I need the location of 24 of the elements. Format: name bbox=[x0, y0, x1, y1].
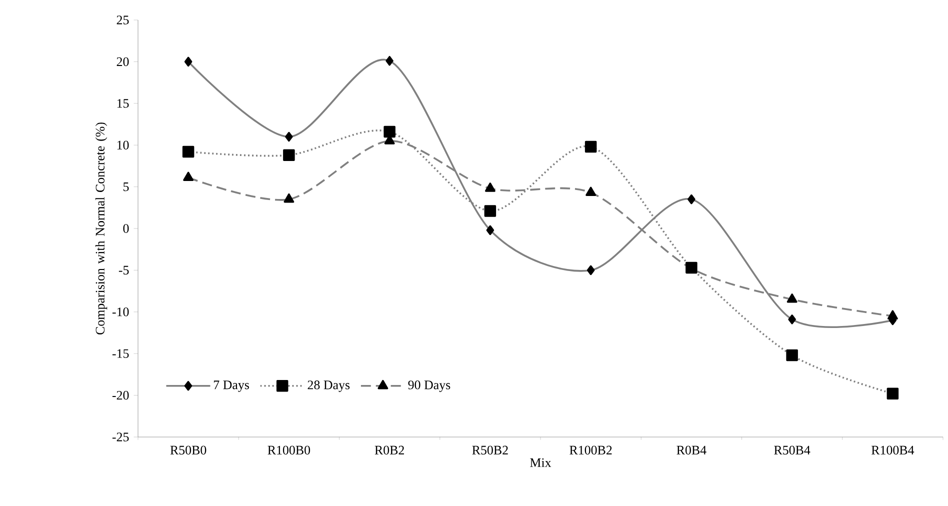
y-tick-label: 0 bbox=[123, 224, 129, 233]
y-tick-label: -5 bbox=[118, 266, 129, 275]
x-axis-title: Mix bbox=[530, 458, 552, 467]
x-tick-label: R50B4 bbox=[774, 446, 810, 455]
y-tick-label: -25 bbox=[112, 432, 129, 442]
y-tick-label: 10 bbox=[117, 140, 129, 150]
legend-label: 7 Days bbox=[214, 380, 249, 392]
y-tick-label: -10 bbox=[112, 308, 129, 316]
x-tick-label: R50B0 bbox=[170, 446, 206, 455]
x-tick-label: R0B4 bbox=[676, 446, 706, 455]
legend-label: 90 Days bbox=[408, 380, 450, 392]
x-tick-label: R0B2 bbox=[374, 446, 404, 455]
x-tick-label: R100B4 bbox=[871, 446, 914, 455]
y-tick-label: 25 bbox=[116, 16, 129, 24]
x-tick-label: R50B2 bbox=[472, 446, 508, 455]
x-tick-label: R100B0 bbox=[268, 446, 310, 455]
y-tick-label: -20 bbox=[112, 390, 129, 400]
y-axis-title: Comparision with Normal Concrete (%) bbox=[95, 122, 108, 334]
y-tick-label: 20 bbox=[116, 57, 129, 66]
x-tick-label: R100B2 bbox=[570, 446, 612, 455]
y-tick-label: -15 bbox=[112, 349, 129, 358]
y-tick-label: 5 bbox=[124, 182, 129, 192]
legend-label: 28 Days bbox=[308, 380, 350, 392]
y-tick-label: 15 bbox=[117, 99, 129, 108]
